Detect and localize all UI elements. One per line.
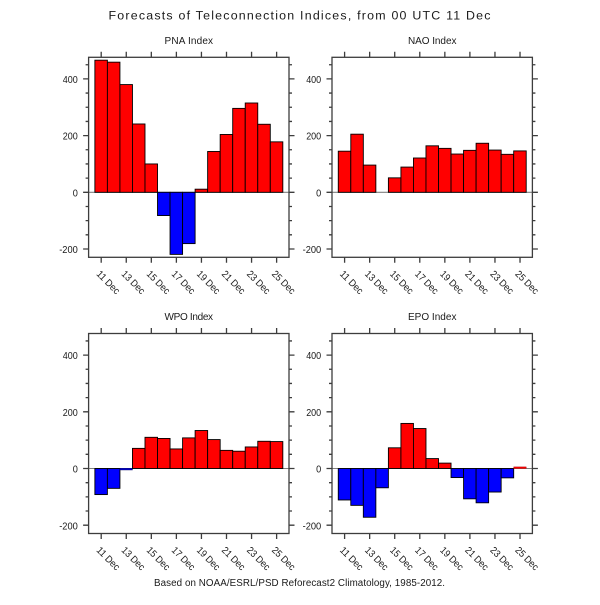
svg-text:0: 0 — [73, 465, 78, 476]
svg-text:-200: -200 — [303, 245, 322, 256]
svg-text:Forecasts of Teleconnection In: Forecasts of Teleconnection Indices, fro… — [109, 9, 491, 23]
svg-text:200: 200 — [63, 132, 78, 143]
svg-text:400: 400 — [306, 75, 321, 86]
svg-text:200: 200 — [306, 408, 321, 419]
svg-text:0: 0 — [316, 465, 321, 476]
svg-text:0: 0 — [316, 188, 321, 199]
svg-text:-200: -200 — [59, 521, 78, 532]
svg-text:0: 0 — [73, 188, 78, 199]
svg-text:PNA Index: PNA Index — [165, 36, 214, 47]
svg-text:NAO Index: NAO Index — [408, 36, 457, 47]
svg-text:Based on NOAA/ESRL/PSD Reforec: Based on NOAA/ESRL/PSD Reforecast2 Clima… — [154, 578, 445, 589]
svg-text:EPO Index: EPO Index — [408, 312, 457, 323]
svg-text:200: 200 — [63, 408, 78, 419]
svg-text:400: 400 — [63, 75, 78, 86]
svg-text:400: 400 — [63, 351, 78, 362]
svg-text:-200: -200 — [303, 521, 322, 532]
svg-text:WPO Index: WPO Index — [165, 312, 214, 323]
svg-text:400: 400 — [306, 351, 321, 362]
svg-text:200: 200 — [306, 132, 321, 143]
svg-text:-200: -200 — [59, 245, 78, 256]
